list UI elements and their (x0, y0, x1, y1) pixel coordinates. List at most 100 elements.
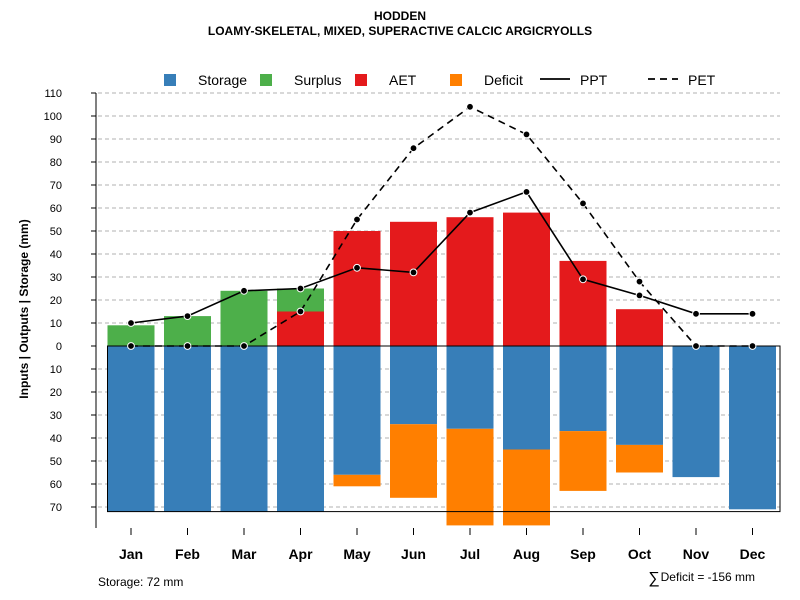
deficit-bar (559, 431, 607, 491)
x-tick-label: Dec (740, 546, 766, 562)
storage-bar (333, 346, 381, 475)
x-tick-label: Aug (513, 546, 540, 562)
deficit-footnote: ∑Deficit = -156 mm (648, 570, 755, 588)
legend-swatch-surplus (260, 74, 272, 86)
y-tick-label: 30 (50, 410, 62, 422)
ppt-point (466, 208, 474, 217)
y-tick-label: 40 (50, 249, 62, 261)
surplus-bar (164, 316, 211, 346)
legend-swatch-storage (164, 74, 176, 86)
chart-subtitle: LOAMY-SKELETAL, MIXED, SUPERACTIVE CALCI… (207, 24, 593, 38)
legend-label-pet: PET (688, 72, 716, 88)
y-tick-label: 50 (50, 226, 62, 238)
legend-label-storage: Storage (198, 72, 247, 88)
y-tick-label: 60 (50, 479, 62, 491)
pet-point (127, 342, 135, 350)
y-tick-label: 60 (50, 203, 62, 215)
storage-bar (220, 346, 268, 512)
y-tick-label: 70 (50, 180, 62, 192)
legend-swatch-aet (355, 74, 367, 86)
y-axis-label: Inputs | Outputs | Storage (mm) (17, 219, 31, 398)
aet-bar (277, 311, 324, 346)
ppt-point (748, 309, 757, 318)
deficit-bar (616, 444, 663, 473)
storage-bar (672, 346, 720, 478)
x-tick-label: Feb (175, 546, 200, 562)
pet-point (748, 342, 757, 350)
ppt-point (522, 188, 531, 196)
y-tick-label: 30 (50, 272, 62, 284)
ppt-point (183, 312, 192, 321)
storage-bar (164, 346, 211, 512)
pet-point (183, 342, 192, 350)
legend-label-surplus: Surplus (294, 72, 341, 88)
y-tick-label: 110 (44, 88, 62, 100)
ppt-point (635, 291, 644, 300)
aet-bar (333, 231, 381, 346)
y-tick-label: 80 (50, 157, 62, 169)
x-tick-label: Jul (460, 546, 480, 562)
x-tick-label: Mar (232, 546, 257, 562)
storage-bar (729, 346, 776, 510)
y-tick-label: 10 (50, 318, 62, 330)
aet-bar (390, 221, 437, 346)
pet-point (635, 277, 644, 286)
x-tick-label: May (343, 546, 370, 562)
storage-footnote: Storage: 72 mm (98, 575, 184, 589)
x-tick-label: Jan (119, 546, 143, 562)
y-tick-label: 20 (50, 387, 62, 399)
pet-point (579, 199, 587, 208)
deficit-bar (390, 424, 437, 498)
sigma-symbol: ∑ (648, 570, 660, 587)
deficit-bar (503, 449, 550, 526)
y-tick-label: 100 (44, 111, 62, 123)
y-tick-label: 50 (50, 456, 62, 468)
aet-bar (616, 309, 663, 346)
pet-point (353, 215, 361, 224)
pet-point (409, 144, 418, 153)
x-tick-label: Oct (628, 546, 652, 562)
surplus-bar (107, 325, 155, 346)
pet-point (522, 130, 531, 139)
storage-bar (559, 346, 607, 432)
legend-label-deficit: Deficit (484, 72, 523, 88)
aet-bar (446, 217, 494, 346)
ppt-point (692, 309, 700, 318)
chart-title: HODDEN (373, 9, 426, 23)
x-tick-label: Nov (683, 546, 710, 562)
deficit-bar (446, 428, 494, 526)
surplus-bar (277, 288, 324, 312)
ppt-point (240, 286, 248, 295)
aet-bar (559, 260, 607, 346)
ppt-point (409, 268, 418, 277)
storage-bar (107, 346, 155, 512)
y-tick-label: 70 (50, 502, 62, 514)
ppt-point (353, 263, 361, 272)
storage-bar (390, 346, 437, 425)
deficit-bar (333, 474, 381, 487)
x-tick-label: Jun (401, 546, 426, 562)
legend-swatch-deficit (450, 74, 462, 86)
pet-point (692, 342, 700, 350)
x-tick-label: Apr (288, 546, 313, 562)
legend-label-aet: AET (389, 72, 417, 88)
pet-line (131, 105, 753, 347)
y-tick-label: 90 (50, 134, 62, 146)
y-tick-label: 10 (50, 364, 62, 376)
aet-bar (503, 212, 550, 346)
storage-bar (503, 346, 550, 450)
storage-bar (616, 346, 663, 445)
y-tick-label: 0 (56, 341, 62, 353)
storage-bar (277, 346, 324, 512)
pet-point (466, 102, 474, 111)
y-tick-label: 40 (50, 433, 62, 445)
surplus-bar (220, 290, 268, 346)
x-tick-label: Sep (570, 546, 596, 562)
ppt-point (296, 284, 305, 293)
deficit-total-label: Deficit = -156 mm (660, 570, 755, 584)
ppt-point (579, 275, 587, 284)
legend-label-ppt: PPT (580, 72, 608, 88)
ppt-line (130, 190, 753, 324)
storage-bar (446, 346, 494, 429)
